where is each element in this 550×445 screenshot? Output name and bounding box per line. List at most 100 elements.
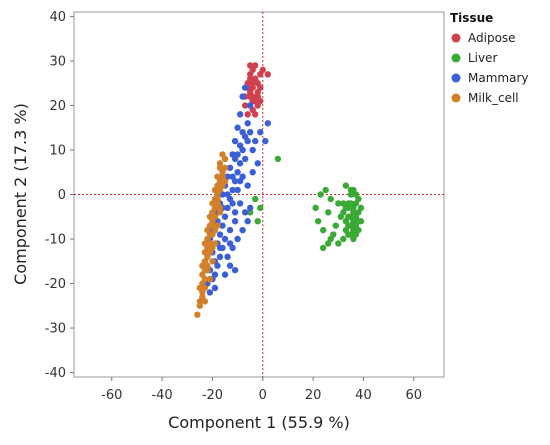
data-point [224, 204, 231, 212]
data-point [209, 258, 216, 265]
y-tick-label: 10 [49, 143, 66, 158]
data-point [211, 226, 219, 234]
data-point [221, 235, 229, 243]
data-point [274, 155, 282, 163]
legend: Tissue Adipose Liver Mammary Milk_cell [450, 11, 528, 105]
data-point [224, 253, 231, 261]
data-point [249, 169, 256, 176]
x-tick-label: 60 [406, 388, 423, 403]
series-mammary [204, 84, 272, 296]
data-point [236, 142, 244, 149]
data-point [246, 204, 254, 212]
data-point [229, 186, 236, 194]
data-point [196, 298, 204, 305]
data-point [252, 62, 259, 69]
data-point [211, 213, 219, 220]
data-point [319, 226, 327, 234]
x-tick-label: 20 [305, 388, 322, 403]
data-point [239, 173, 246, 180]
data-point [264, 120, 272, 127]
y-tick-label: -30 [45, 322, 66, 337]
data-point [252, 195, 259, 203]
data-points [194, 62, 365, 318]
data-point [194, 311, 201, 318]
data-point [252, 137, 259, 145]
y-axis: -40 -30 -20 -10 0 10 20 30 40 [45, 10, 74, 381]
data-point [325, 209, 332, 216]
data-point [342, 204, 350, 212]
data-point [350, 209, 357, 216]
data-point [345, 222, 352, 229]
data-point [214, 262, 221, 269]
data-point [206, 289, 214, 296]
data-point [226, 262, 234, 269]
data-point [221, 213, 229, 220]
legend-label: Liver [468, 51, 498, 65]
data-point [244, 218, 251, 225]
data-point [216, 160, 224, 167]
data-point [216, 231, 224, 238]
data-point [352, 200, 360, 207]
data-point [219, 182, 226, 189]
data-point [249, 80, 256, 87]
data-point [239, 128, 246, 136]
y-tick-label: 20 [49, 99, 66, 114]
data-point [236, 160, 244, 167]
y-tick-label: -40 [45, 366, 66, 381]
data-point [246, 71, 254, 78]
data-point [216, 244, 224, 252]
data-point [335, 200, 342, 207]
data-point [246, 128, 254, 136]
data-point [314, 218, 322, 225]
data-point [229, 173, 236, 180]
data-point [241, 155, 249, 163]
data-point [204, 266, 211, 274]
data-point [231, 137, 239, 145]
data-point [254, 218, 261, 225]
data-point [206, 275, 214, 283]
data-point [246, 102, 254, 109]
data-point [211, 284, 219, 292]
data-point [322, 186, 329, 194]
data-point [244, 120, 251, 127]
data-point [347, 191, 355, 198]
data-point [216, 164, 224, 171]
plot-area [73, 11, 445, 378]
data-point [201, 298, 209, 305]
data-point [239, 93, 246, 100]
series-milk-cell [194, 151, 229, 318]
data-point [357, 218, 365, 225]
data-point [357, 204, 365, 212]
data-point [246, 88, 254, 96]
data-point [340, 235, 347, 243]
x-axis-title: Component 1 (55.9 %) [168, 413, 350, 432]
legend-marker [451, 93, 461, 103]
x-tick-label: -60 [101, 388, 122, 403]
data-point [319, 244, 327, 252]
data-point [216, 209, 224, 216]
data-point [244, 137, 251, 145]
data-point [214, 195, 221, 203]
data-point [234, 169, 241, 176]
data-point [241, 102, 249, 109]
data-point [257, 204, 264, 212]
data-point [239, 226, 246, 234]
data-point [234, 235, 241, 243]
y-tick-label: 40 [49, 10, 66, 25]
data-point [231, 209, 239, 216]
data-point [221, 164, 229, 171]
data-point [252, 111, 259, 118]
data-point [241, 209, 249, 216]
legend-title: Tissue [450, 11, 493, 25]
data-point [234, 186, 241, 194]
x-axis: -60 -40 -20 0 20 40 60 [101, 377, 422, 403]
data-point [231, 266, 239, 274]
data-point [219, 222, 226, 229]
data-point [312, 204, 319, 212]
y-tick-label: 0 [58, 188, 66, 203]
y-tick-label: -20 [45, 277, 66, 292]
series-adipose [241, 62, 272, 118]
data-point [209, 244, 216, 252]
data-point [226, 240, 234, 247]
data-point [216, 253, 224, 261]
